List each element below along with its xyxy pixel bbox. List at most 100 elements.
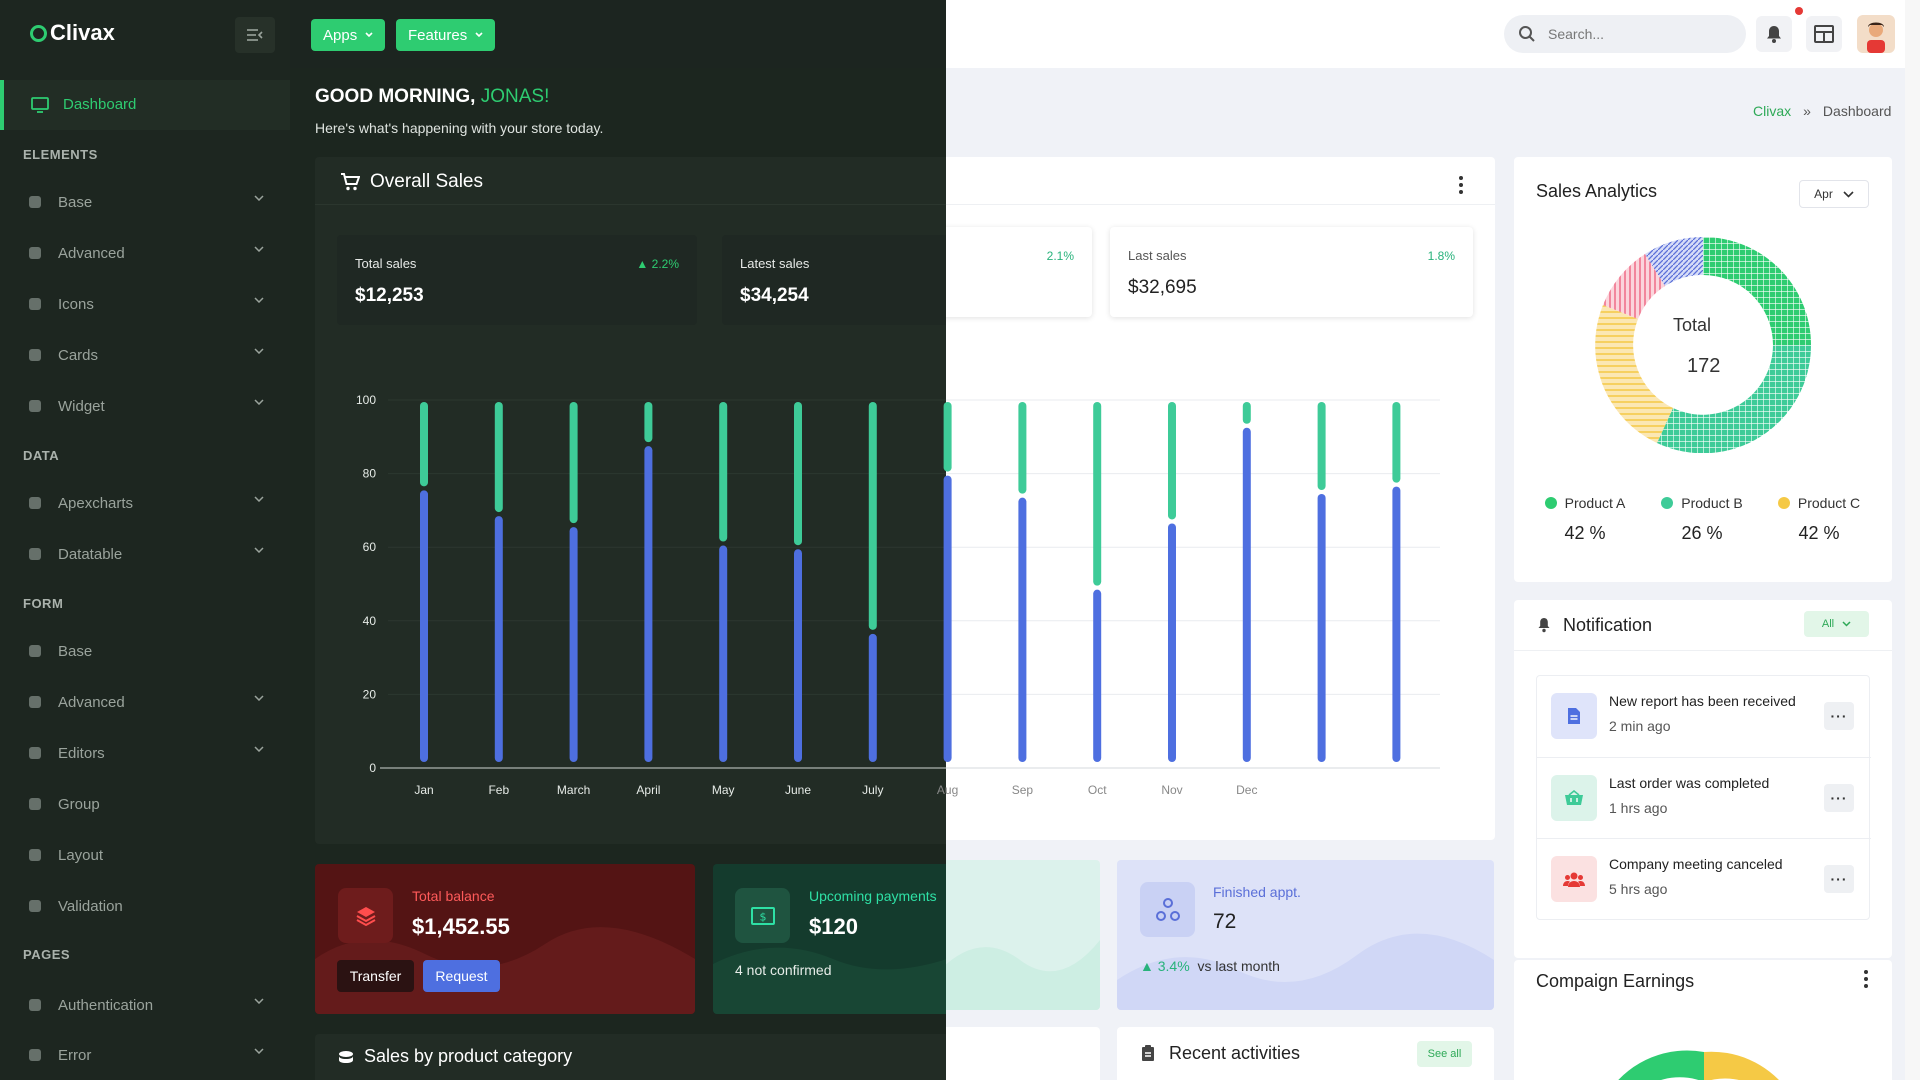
layout-toggle-button[interactable]: [1806, 16, 1842, 52]
notification-bell-button[interactable]: [1756, 16, 1792, 52]
breadcrumb: Clivax » Dashboard: [1753, 103, 1891, 119]
overall-sales-chart: 0 20 40 60 80 100 Jan Feb March April May June July A…: [356, 393, 1440, 797]
sales-by-category-card: Sales by product category: [315, 1034, 946, 1080]
bar-segment-sep: [1018, 402, 1027, 494]
greeting-name: JONAS!: [480, 86, 550, 107]
more-options-button[interactable]: ···: [1824, 702, 1854, 730]
sidebar-item-editors[interactable]: Editors: [24, 738, 264, 768]
molecule-icon: [1140, 882, 1195, 937]
upcoming-payments-card: $ Upcoming payments $120 4 not confirmed: [713, 864, 946, 1014]
greeting-prefix: GOOD MORNING,: [315, 86, 476, 107]
notification-item[interactable]: New report has been received 2 min ago ·…: [1537, 676, 1871, 756]
chevron-down-icon: [254, 399, 264, 405]
sidebar-item-label: Layout: [58, 846, 104, 864]
stat-latest-sales: Latest sales $34,254: [722, 235, 946, 325]
layers-icon: [338, 888, 393, 943]
brand-logo[interactable]: Clivax: [30, 20, 115, 46]
sidebar-item-label: Advanced: [58, 244, 125, 262]
chevron-down-icon: [254, 348, 264, 354]
last-sales-label: Last sales: [1128, 248, 1187, 263]
sidebar-item-base[interactable]: Base: [24, 187, 264, 217]
sidebar-item-label: Widget: [58, 397, 105, 415]
money-icon: $: [735, 888, 790, 943]
transfer-button[interactable]: Transfer: [337, 960, 414, 992]
stat-last-sales: Last sales $32,695 1.8%: [1110, 227, 1473, 317]
see-all-button[interactable]: See all: [1417, 1041, 1472, 1067]
sidebar-collapse-button[interactable]: [235, 17, 275, 53]
chevron-down-icon: [254, 195, 264, 201]
sidebar-item-error[interactable]: Error: [24, 1040, 264, 1070]
breadcrumb-root[interactable]: Clivax: [1753, 103, 1792, 119]
form-base-icon: [24, 640, 46, 662]
chevron-down-icon: [254, 998, 264, 1004]
total-balance-value: $1,452.55: [412, 914, 510, 939]
notification-filter-select[interactable]: All: [1804, 611, 1869, 637]
bar-segment-april: [644, 402, 653, 443]
notification-card: Notification All New report has been rec…: [1514, 600, 1892, 958]
more-options-icon[interactable]: [1451, 175, 1471, 195]
features-menu-button[interactable]: Features: [396, 19, 496, 51]
sidebar-item-authentication[interactable]: Authentication: [24, 990, 264, 1020]
donut-center-label: Total: [1673, 315, 1712, 335]
sidebar-item-base[interactable]: Base: [24, 636, 264, 666]
scrollbar[interactable]: [1905, 0, 1920, 1080]
more-options-button[interactable]: ···: [1824, 784, 1854, 812]
month-select[interactable]: Apr: [1799, 180, 1869, 208]
finished-appt-trend: ▲ 3.4% vs last month: [1140, 958, 1280, 974]
monitor-icon: [31, 97, 49, 113]
total-sales-label: Total sales: [355, 256, 417, 271]
upcoming-payments-value: $120: [809, 914, 858, 939]
sidebar-item-cards[interactable]: Cards: [24, 340, 264, 370]
search-box[interactable]: Search...: [1504, 15, 1746, 53]
user-avatar[interactable]: [1857, 15, 1895, 53]
sidebar-item-validation[interactable]: Validation: [24, 891, 264, 921]
y-tick-label: 100: [356, 393, 376, 407]
bar-segment-dec: [1242, 427, 1251, 762]
clipboard-icon: [1141, 1045, 1155, 1062]
half-circle-icon: [24, 242, 46, 264]
sidebar-section-elements: ELEMENTS: [23, 147, 98, 162]
bar-segment-july: [868, 402, 877, 630]
request-button[interactable]: Request: [423, 960, 500, 992]
legend-dot: [1777, 497, 1790, 509]
x-tick-label: June: [785, 783, 811, 797]
sidebar-item-datatable[interactable]: Datatable: [24, 539, 264, 569]
sidebar-item-label: Icons: [58, 295, 94, 313]
total-balance-card: Total balance $1,452.55 Transfer Request: [315, 864, 695, 1014]
latest-sales-trend: 2.1%: [1046, 249, 1074, 263]
bar-segment-jan: [420, 402, 428, 487]
sidebar-item-dashboard[interactable]: Dashboard: [0, 80, 290, 130]
sidebar-item-advanced[interactable]: Advanced: [24, 238, 264, 268]
more-options-icon[interactable]: [1856, 969, 1876, 989]
brush-icon: [24, 691, 46, 713]
sidebar-item-icons[interactable]: Icons: [24, 289, 264, 319]
sidebar-item-label: Error: [58, 1046, 92, 1064]
sidebar-section-pages: PAGES: [23, 947, 71, 962]
total-balance-label: Total balance: [412, 888, 495, 904]
bar-segment-extra: [1317, 494, 1326, 762]
sales-by-category-header: Sales by product category: [338, 1046, 572, 1067]
sidebar-item-apexcharts[interactable]: Apexcharts: [24, 488, 264, 518]
bell-icon: [1764, 24, 1784, 44]
search-input[interactable]: Search...: [1548, 26, 1605, 42]
legend-product-c-name: Product C: [1797, 495, 1861, 511]
basket-icon: [1551, 775, 1597, 821]
sidebar-item-label: Editors: [58, 744, 105, 762]
chevron-down-icon: [254, 547, 264, 553]
notification-time: 2 min ago: [1609, 718, 1671, 734]
overall-sales-title: Overall Sales: [370, 171, 483, 192]
x-tick-label: July: [862, 783, 883, 797]
more-options-button[interactable]: ···: [1824, 865, 1854, 893]
x-tick-label: Sep: [1012, 783, 1034, 797]
sidebar-item-widget[interactable]: Widget: [24, 391, 264, 421]
chevron-down-icon: [254, 246, 264, 252]
logo-mark-icon: [30, 24, 47, 42]
sidebar-item-advanced[interactable]: Advanced: [24, 687, 264, 717]
notification-item[interactable]: Company meeting canceled 5 hrs ago ···: [1537, 838, 1871, 918]
notification-item[interactable]: Last order was completed 1 hrs ago ···: [1537, 757, 1871, 837]
latest-sales-label: Latest sales: [740, 256, 810, 271]
sidebar-item-layout[interactable]: Layout: [24, 840, 264, 870]
sidebar-item-group[interactable]: Group: [24, 789, 264, 819]
apps-menu-button[interactable]: Apps: [311, 19, 386, 51]
search-icon: [1518, 25, 1536, 43]
